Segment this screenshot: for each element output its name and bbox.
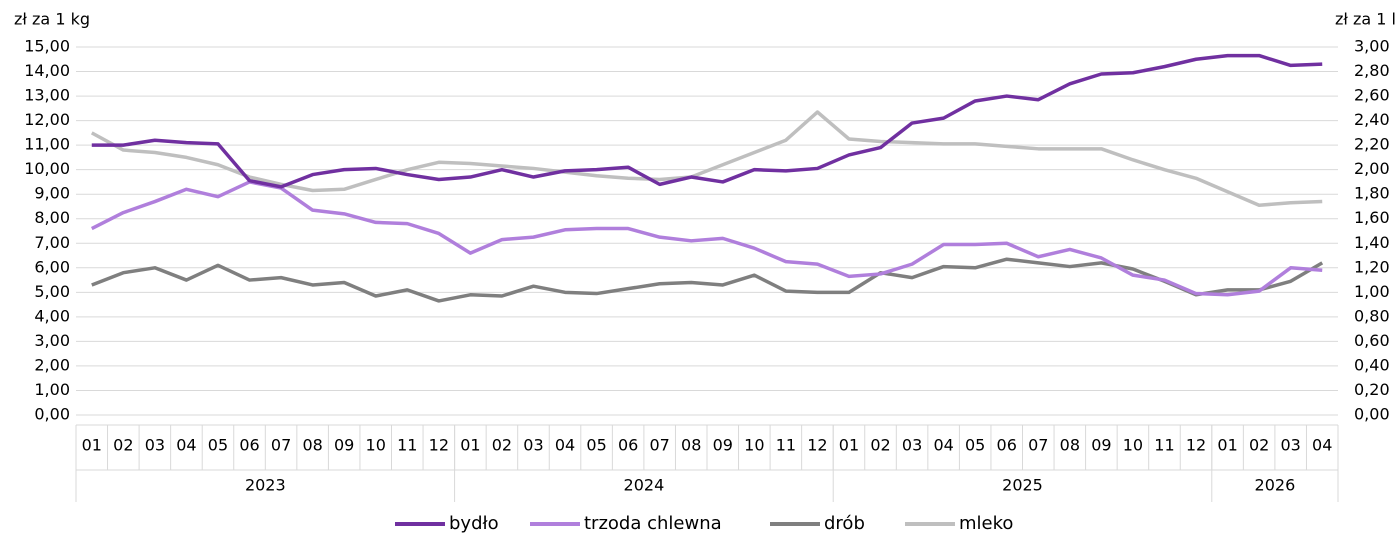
series-line <box>91 257 1324 303</box>
x-tick-label: 03 <box>523 436 543 455</box>
x-tick-label: 04 <box>176 436 196 455</box>
x-tick-label: 04 <box>555 436 575 455</box>
x-tick-label: 02 <box>492 436 512 455</box>
x-tick-label: 07 <box>1028 436 1048 455</box>
y2-tick-label: 0,40 <box>1354 355 1390 374</box>
x-group-label: 2023 <box>245 476 286 495</box>
x-tick-label: 12 <box>807 436 827 455</box>
x-tick-label: 08 <box>302 436 322 455</box>
y-tick-label: 5,00 <box>34 282 70 301</box>
x-tick-label: 06 <box>997 436 1017 455</box>
y2-tick-label: 1,80 <box>1354 184 1390 203</box>
y2-tick-label: 1,40 <box>1354 233 1390 252</box>
y-tick-label: 9,00 <box>34 184 70 203</box>
x-tick-label: 01 <box>460 436 480 455</box>
x-tick-label: 05 <box>586 436 606 455</box>
x-tick-label: 06 <box>618 436 638 455</box>
x-group-label: 2025 <box>1002 476 1043 495</box>
x-tick-label: 12 <box>1186 436 1206 455</box>
y-tick-label: 8,00 <box>34 208 70 227</box>
y2-tick-label: 1,00 <box>1354 282 1390 301</box>
series-line <box>91 53 1323 189</box>
series-line <box>90 180 1323 297</box>
y2-tick-label: 2,80 <box>1354 61 1390 80</box>
x-group-label: 2024 <box>624 476 665 495</box>
y-tick-label: 2,00 <box>34 355 70 374</box>
x-tick-label: 01 <box>839 436 859 455</box>
x-tick-label: 04 <box>933 436 953 455</box>
series-line <box>90 110 1323 207</box>
x-tick-label: 10 <box>366 436 386 455</box>
y-tick-label: 11,00 <box>24 135 70 154</box>
x-tick-label: 02 <box>1249 436 1269 455</box>
y2-tick-label: 2,40 <box>1354 110 1390 129</box>
y2-tick-label: 0,80 <box>1354 306 1390 325</box>
x-tick-label: 09 <box>713 436 733 455</box>
y-tick-label: 7,00 <box>34 233 70 252</box>
y-tick-label: 13,00 <box>24 86 70 105</box>
y-tick-label: 6,00 <box>34 257 70 276</box>
x-group-label: 2026 <box>1255 476 1296 495</box>
y2-tick-label: 2,60 <box>1354 86 1390 105</box>
x-tick-label: 01 <box>82 436 102 455</box>
x-tick-label: 09 <box>334 436 354 455</box>
y2-tick-label: 2,20 <box>1354 135 1390 154</box>
x-tick-label: 07 <box>271 436 291 455</box>
x-tick-label: 03 <box>1280 436 1300 455</box>
x-tick-label: 12 <box>429 436 449 455</box>
x-tick-label: 05 <box>965 436 985 455</box>
legend-label: mleko <box>959 513 1013 534</box>
y2-tick-label: 0,00 <box>1354 405 1390 424</box>
y2-tick-label: 0,60 <box>1354 331 1390 350</box>
y-tick-label: 14,00 <box>24 61 70 80</box>
y-tick-label: 1,00 <box>34 380 70 399</box>
x-tick-label: 06 <box>239 436 259 455</box>
x-tick-label: 05 <box>208 436 228 455</box>
x-tick-label: 08 <box>1060 436 1080 455</box>
legend-label: bydło <box>449 513 499 534</box>
x-tick-label: 02 <box>113 436 133 455</box>
x-tick-label: 09 <box>1091 436 1111 455</box>
x-tick-label: 03 <box>902 436 922 455</box>
y-tick-label: 4,00 <box>34 306 70 325</box>
y-tick-label: 3,00 <box>34 331 70 350</box>
x-tick-label: 02 <box>870 436 890 455</box>
x-tick-label: 08 <box>681 436 701 455</box>
y-tick-label: 12,00 <box>24 110 70 129</box>
legend-label: trzoda chlewna <box>584 513 722 534</box>
y-axis-label: zł za 1 kg <box>14 10 90 29</box>
y2-tick-label: 1,60 <box>1354 208 1390 227</box>
y2-axis-label: zł za 1 l <box>1335 10 1396 29</box>
legend-label: drób <box>824 513 865 534</box>
y-tick-label: 10,00 <box>24 159 70 178</box>
x-tick-label: 07 <box>649 436 669 455</box>
x-tick-label: 10 <box>1123 436 1143 455</box>
y2-tick-label: 2,00 <box>1354 159 1390 178</box>
x-tick-label: 03 <box>145 436 165 455</box>
y2-tick-label: 3,00 <box>1354 37 1390 56</box>
y-tick-label: 15,00 <box>24 37 70 56</box>
x-tick-label: 11 <box>1154 436 1174 455</box>
x-tick-label: 10 <box>744 436 764 455</box>
y2-tick-label: 1,20 <box>1354 257 1390 276</box>
x-tick-label: 04 <box>1312 436 1332 455</box>
y-tick-label: 0,00 <box>34 405 70 424</box>
x-tick-label: 11 <box>776 436 796 455</box>
x-tick-label: 11 <box>397 436 417 455</box>
y2-tick-label: 0,20 <box>1354 380 1390 399</box>
x-tick-label: 01 <box>1217 436 1237 455</box>
